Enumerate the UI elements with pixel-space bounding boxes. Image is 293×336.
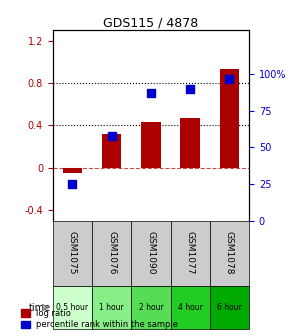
- FancyBboxPatch shape: [53, 286, 92, 329]
- Point: [149, 90, 153, 96]
- Text: GSM1075: GSM1075: [68, 232, 77, 275]
- FancyBboxPatch shape: [210, 286, 249, 329]
- FancyBboxPatch shape: [53, 220, 92, 286]
- FancyBboxPatch shape: [92, 220, 131, 286]
- FancyBboxPatch shape: [92, 286, 131, 329]
- Bar: [63, 168, 82, 173]
- FancyBboxPatch shape: [171, 286, 210, 329]
- Text: GSM1077: GSM1077: [186, 232, 195, 275]
- Text: GSM1090: GSM1090: [146, 232, 155, 275]
- Text: 0.5 hour: 0.5 hour: [56, 303, 88, 312]
- Text: 1 hour: 1 hour: [99, 303, 124, 312]
- Point: [188, 86, 193, 91]
- FancyBboxPatch shape: [131, 220, 171, 286]
- Point: [227, 76, 232, 81]
- Text: 4 hour: 4 hour: [178, 303, 202, 312]
- FancyBboxPatch shape: [171, 220, 210, 286]
- FancyBboxPatch shape: [210, 220, 249, 286]
- Point: [109, 133, 114, 138]
- Bar: [102, 134, 121, 168]
- Text: 2 hour: 2 hour: [139, 303, 163, 312]
- Bar: [180, 118, 200, 168]
- Title: GDS115 / 4878: GDS115 / 4878: [103, 16, 199, 29]
- Text: time: time: [29, 302, 51, 312]
- Text: 6 hour: 6 hour: [217, 303, 242, 312]
- Bar: [220, 69, 239, 168]
- Text: GSM1076: GSM1076: [107, 232, 116, 275]
- Text: GSM1078: GSM1078: [225, 232, 234, 275]
- FancyBboxPatch shape: [131, 286, 171, 329]
- Bar: [141, 122, 161, 168]
- Point: [70, 181, 75, 186]
- Legend: log ratio, percentile rank within the sample: log ratio, percentile rank within the sa…: [19, 306, 181, 332]
